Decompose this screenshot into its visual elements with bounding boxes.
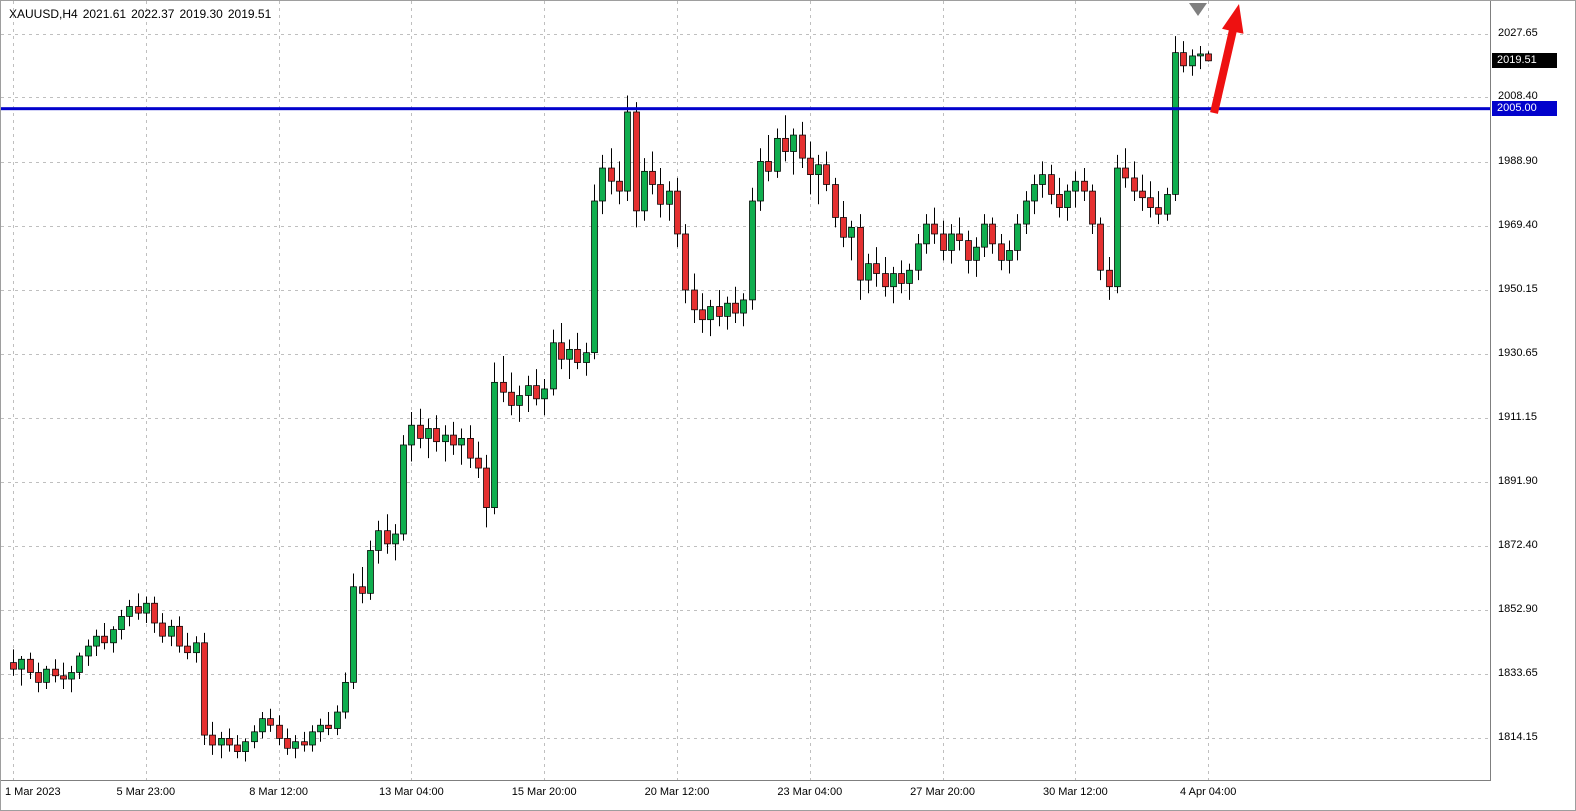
time-axis-label: 23 Mar 04:00 — [777, 786, 843, 798]
price-axis-label: 1872.40 — [1498, 538, 1538, 551]
time-axis-label: 20 Mar 12:00 — [644, 786, 710, 798]
price-axis-label: 1852.90 — [1498, 603, 1538, 616]
time-axis-label: 8 Mar 12:00 — [249, 786, 308, 798]
price-axis-label: 1911.15 — [1498, 411, 1537, 424]
price-axis[interactable]: 2027.65 2008.40 1988.90 1969.40 1950.15 1930.… — [1491, 1, 1575, 781]
hline-price-tag: 2005.00 — [1492, 100, 1557, 116]
price-axis-label: 1930.65 — [1498, 346, 1538, 359]
ohlc-low: 2019.30 — [179, 7, 223, 21]
time-axis-label: 30 Mar 12:00 — [1042, 786, 1108, 798]
chart-plot-area[interactable]: XAUUSD,H4 2021.61 2022.37 2019.30 2019.51 — [1, 1, 1491, 781]
candles — [10, 36, 1212, 762]
time-axis-label: 15 Mar 20:00 — [511, 786, 577, 798]
ohlc-close: 2019.51 — [227, 7, 272, 21]
price-axis-label: 2008.40 — [1498, 90, 1538, 103]
ohlc-open: 2021.61 — [82, 7, 127, 21]
symbol-timeframe-label: XAUUSD,H4 — [9, 7, 78, 21]
time-axis-label: 4 Apr 04:00 — [1180, 786, 1237, 798]
time-axis[interactable]: 1 Mar 2023 5 Mar 23:00 8 Mar 12:00 13 Mar 0… — [1, 781, 1491, 809]
price-axis-label: 1969.40 — [1498, 219, 1538, 232]
price-axis-label: 1988.90 — [1498, 154, 1538, 167]
time-axis-label: 13 Mar 04:00 — [378, 786, 444, 798]
gray-triangle-marker[interactable] — [1189, 3, 1207, 16]
current-price-tag: 2019.51 — [1492, 52, 1557, 68]
price-axis-label: 1814.15 — [1498, 730, 1538, 743]
symbol-ohlc-readout: XAUUSD,H4 2021.61 2022.37 2019.30 2019.51 — [9, 7, 276, 21]
price-axis-label: 1833.65 — [1498, 666, 1538, 679]
price-axis-label: 1950.15 — [1498, 282, 1538, 295]
gridlines — [1, 1, 1490, 780]
red-up-arrow[interactable] — [1210, 4, 1244, 114]
ohlc-high: 2022.37 — [131, 7, 175, 21]
price-axis-label: 1891.90 — [1498, 474, 1538, 487]
time-axis-label: 5 Mar 23:00 — [116, 786, 176, 798]
price-axis-label: 2027.65 — [1498, 27, 1538, 39]
time-axis-label: 27 Mar 20:00 — [910, 786, 975, 798]
time-axis-label: 1 Mar 2023 — [5, 786, 61, 798]
horizontal-line-object[interactable] — [1, 107, 1490, 111]
candlestick-plot[interactable] — [1, 1, 1490, 780]
